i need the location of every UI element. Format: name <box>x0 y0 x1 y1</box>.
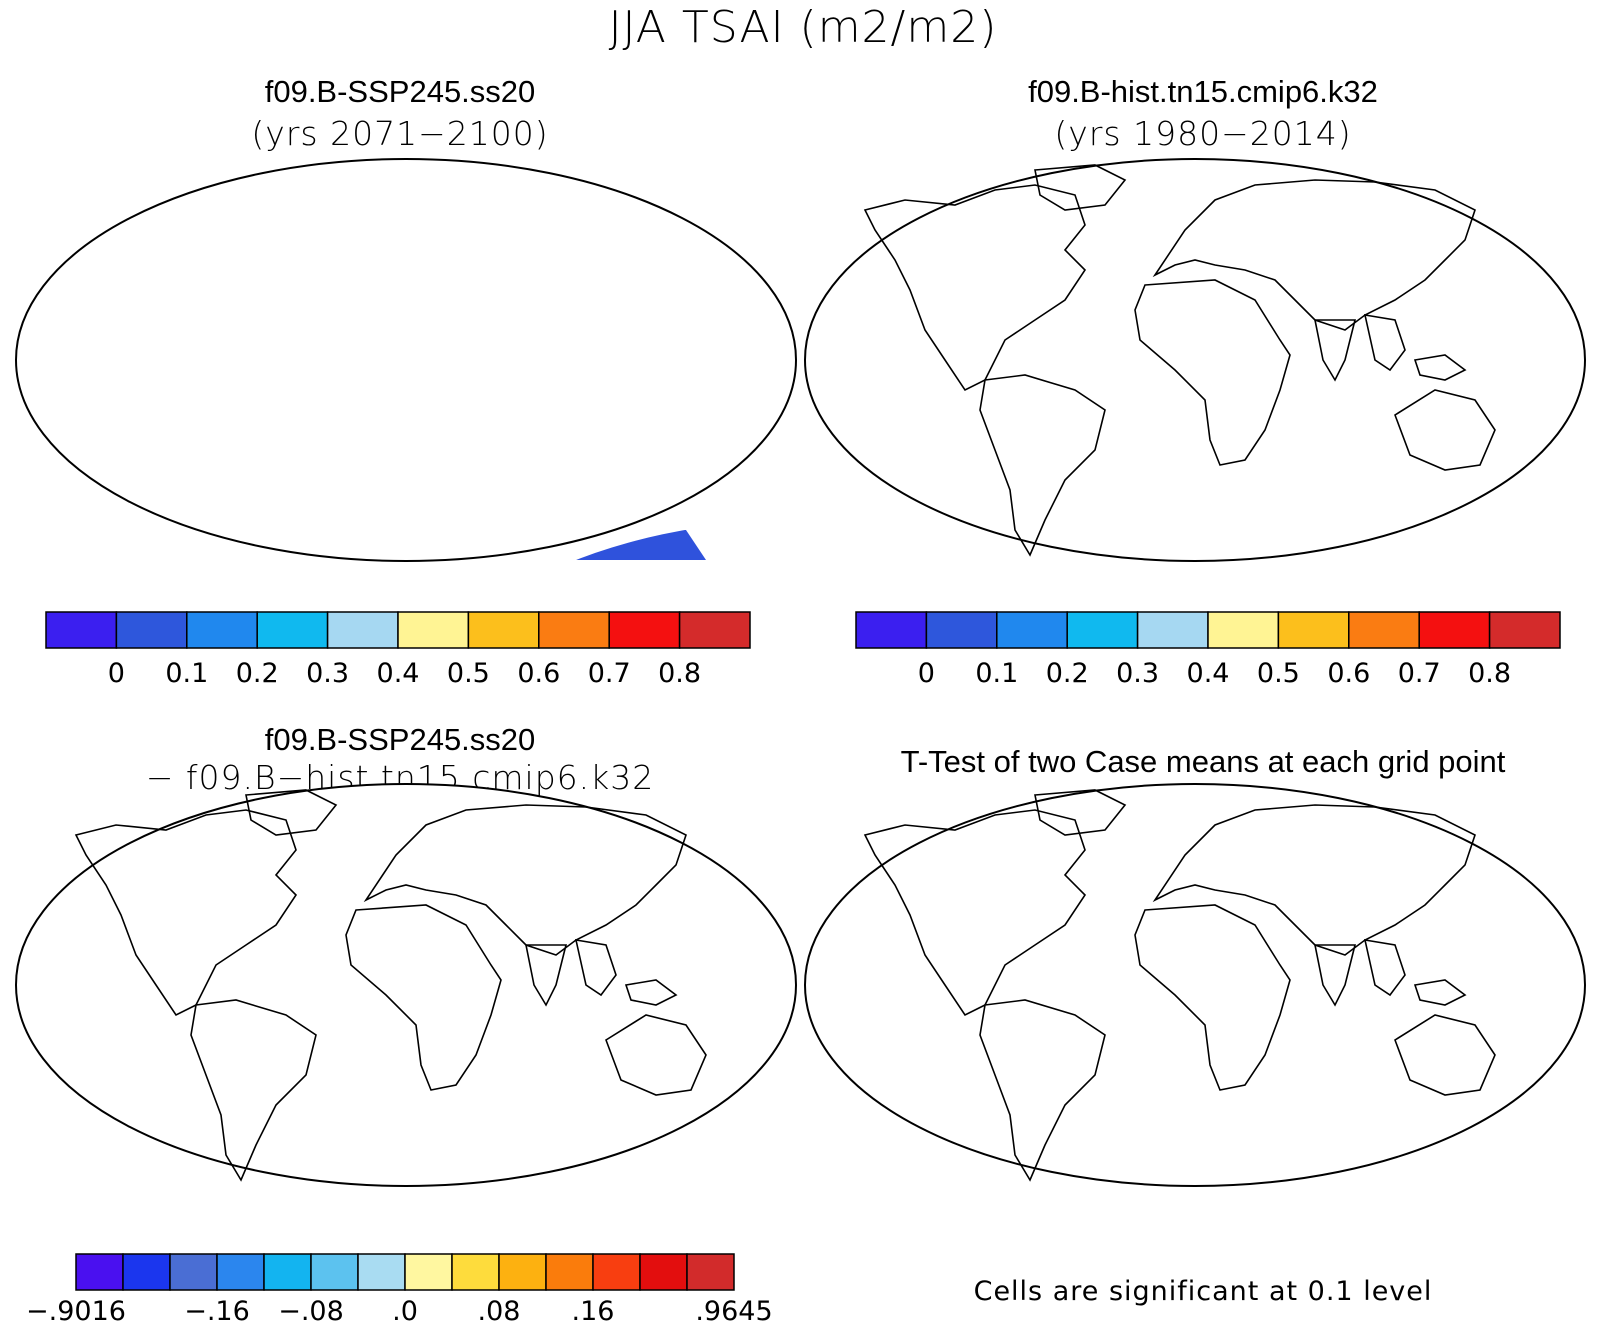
colorbar-tick-label: −.16 <box>184 1296 250 1323</box>
colorbar-swatch <box>1277 611 1350 649</box>
colorbar-swatch <box>122 1253 171 1291</box>
colorbar-tick-label: 0.5 <box>447 658 490 689</box>
colorbar-tick-label: 0.1 <box>165 658 208 689</box>
colorbar-hist: 0 0.1 0.2 0.3 0.4 0.5 0.6 0.7 0.8 <box>855 611 1561 689</box>
colorbar-tick-label: .08 <box>478 1296 521 1323</box>
colorbar-tick-label: 0.4 <box>377 658 420 689</box>
colorbar-swatch <box>686 1253 735 1291</box>
colorbar-swatch <box>1418 611 1491 649</box>
panel-ttest-title: T-Test of two Case means at each grid po… <box>900 744 1506 779</box>
panel-hist-title: f09.B-hist.tn15.cmip6.k32 <box>1028 74 1378 109</box>
colorbar-swatch <box>326 611 399 649</box>
colorbar-tick-label: −.08 <box>278 1296 344 1323</box>
colorbar-swatch <box>310 1253 359 1291</box>
colorbar-tick-label: 0.8 <box>658 658 701 689</box>
colorbar-swatch <box>592 1253 641 1291</box>
ttest-note: Cells are significant at 0.1 level <box>973 1276 1433 1307</box>
colorbar-tick-label: 0.1 <box>975 658 1018 689</box>
colorbar-swatch <box>1488 611 1561 649</box>
panel-future-subtitle: (yrs 2071−2100) <box>251 114 549 153</box>
map-ttest <box>804 783 1586 1187</box>
colorbar-swatch <box>115 611 188 649</box>
colorbar-tick-label: .0 <box>392 1296 418 1323</box>
colorbar-swatch <box>608 611 681 649</box>
colorbar-future: 0 0.1 0.2 0.3 0.4 0.5 0.6 0.7 0.8 <box>45 611 751 689</box>
colorbar-swatch <box>467 611 540 649</box>
colorbar-swatch <box>451 1253 500 1291</box>
colorbar-swatch <box>996 611 1068 649</box>
colorbar-tick-label: 0 <box>108 658 125 689</box>
colorbar-swatch <box>357 1253 406 1291</box>
colorbar-swatch <box>639 1253 688 1291</box>
colorbar-tick-label: 0.7 <box>1398 658 1441 689</box>
colorbar-diff: −.9016 −.16 −.08 .0 .08 .16 .9645 <box>26 1253 773 1323</box>
colorbar-swatch <box>186 611 258 649</box>
colorbar-tick-label: 0.3 <box>1116 658 1159 689</box>
main-title: JJA TSAI (m2/m2) <box>608 2 998 53</box>
colorbar-swatch <box>545 1253 594 1291</box>
colorbar-swatch <box>216 1253 265 1291</box>
colorbar-tick-label: 0.7 <box>588 658 631 689</box>
colorbar-tick-label: .16 <box>572 1296 615 1323</box>
colorbar-swatch <box>678 611 751 649</box>
colorbar-swatch <box>925 611 998 649</box>
colorbar-tick-label: .9645 <box>695 1296 772 1323</box>
colorbar-swatch <box>169 1253 218 1291</box>
colorbar-swatch <box>404 1253 453 1291</box>
colorbar-swatch <box>538 611 610 649</box>
colorbar-tick-label: −.9016 <box>26 1296 126 1323</box>
colorbar-tick-label: 0.2 <box>236 658 279 689</box>
colorbar-swatch <box>263 1253 312 1291</box>
colorbar-tick-label: 0.6 <box>1327 658 1370 689</box>
colorbar-tick-label: 0.5 <box>1257 658 1300 689</box>
colorbar-tick-label: 0 <box>918 658 935 689</box>
panel-hist-subtitle: (yrs 1980−2014) <box>1054 114 1352 153</box>
map-diff <box>15 783 797 1187</box>
panel-diff-title: f09.B-SSP245.ss20 <box>264 722 536 757</box>
colorbar-swatch <box>397 611 470 649</box>
panel-future-title: f09.B-SSP245.ss20 <box>264 74 536 109</box>
colorbar-swatch <box>1066 611 1139 649</box>
colorbar-tick-label: 0.2 <box>1046 658 1089 689</box>
colorbar-swatch <box>75 1253 124 1291</box>
colorbar-tick-label: 0.4 <box>1187 658 1230 689</box>
colorbar-swatch <box>1136 611 1209 649</box>
colorbar-tick-label: 0.8 <box>1468 658 1511 689</box>
colorbar-swatch <box>498 1253 547 1291</box>
colorbar-tick-label: 0.6 <box>517 658 560 689</box>
colorbar-swatch <box>45 611 118 649</box>
map-future <box>15 158 797 562</box>
colorbar-swatch <box>256 611 329 649</box>
colorbar-swatch <box>855 611 928 649</box>
colorbar-tick-label: 0.3 <box>306 658 349 689</box>
colorbar-swatch <box>1348 611 1420 649</box>
map-hist <box>804 158 1586 562</box>
colorbar-swatch <box>1207 611 1280 649</box>
